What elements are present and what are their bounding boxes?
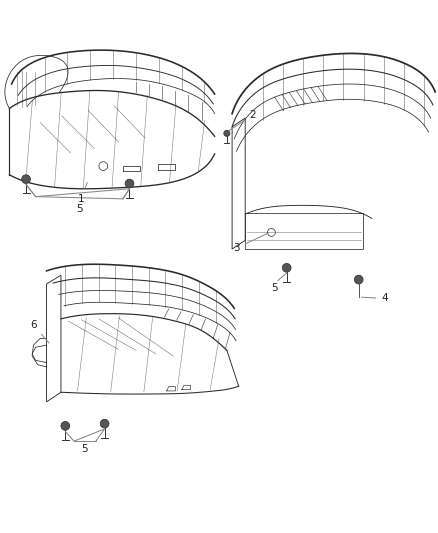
Circle shape [283, 263, 291, 272]
Circle shape [354, 275, 363, 284]
Text: 2: 2 [229, 110, 256, 131]
Circle shape [224, 130, 230, 136]
Circle shape [21, 175, 30, 183]
Text: 4: 4 [361, 294, 388, 303]
Circle shape [125, 179, 134, 188]
Text: 6: 6 [30, 320, 49, 343]
Text: 5: 5 [76, 204, 83, 214]
Text: 1: 1 [78, 183, 87, 204]
Circle shape [100, 419, 109, 428]
Circle shape [61, 422, 70, 430]
Text: 5: 5 [81, 444, 88, 454]
Text: 3: 3 [233, 233, 269, 253]
Text: 5: 5 [272, 283, 278, 293]
